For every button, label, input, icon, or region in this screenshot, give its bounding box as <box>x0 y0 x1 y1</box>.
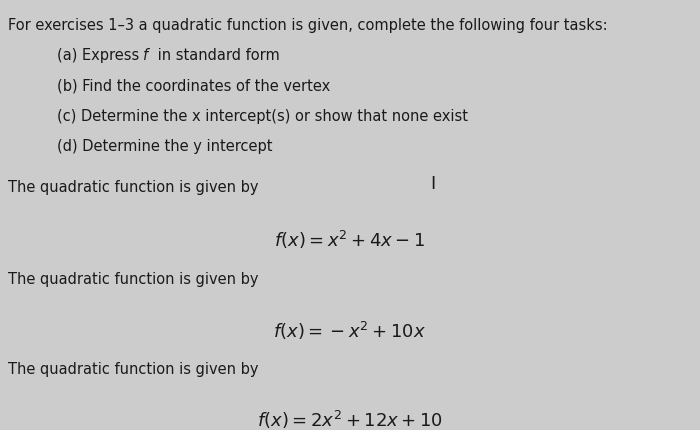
Text: $f(x) = -x^2 + 10x$: $f(x) = -x^2 + 10x$ <box>274 319 426 341</box>
Text: $f(x) = x^2 + 4x - 1$: $f(x) = x^2 + 4x - 1$ <box>274 228 426 250</box>
Text: I: I <box>430 174 435 192</box>
Text: The quadratic function is given by: The quadratic function is given by <box>8 272 259 287</box>
Text: (a) Express: (a) Express <box>57 48 144 63</box>
Text: (b) Find the coordinates of the vertex: (b) Find the coordinates of the vertex <box>57 78 330 93</box>
Text: The quadratic function is given by: The quadratic function is given by <box>8 361 259 376</box>
Text: $f(x) = 2x^2 + 12x + 10$: $f(x) = 2x^2 + 12x + 10$ <box>257 408 443 430</box>
Text: (c) Determine the x intercept(s) or show that none exist: (c) Determine the x intercept(s) or show… <box>57 108 468 123</box>
Text: For exercises 1–3 a quadratic function is given, complete the following four tas: For exercises 1–3 a quadratic function i… <box>8 18 608 33</box>
Text: f: f <box>144 48 148 63</box>
Text: (d) Determine the y intercept: (d) Determine the y intercept <box>57 138 273 154</box>
Text: in standard form: in standard form <box>153 48 279 63</box>
Text: The quadratic function is given by: The quadratic function is given by <box>8 180 259 195</box>
